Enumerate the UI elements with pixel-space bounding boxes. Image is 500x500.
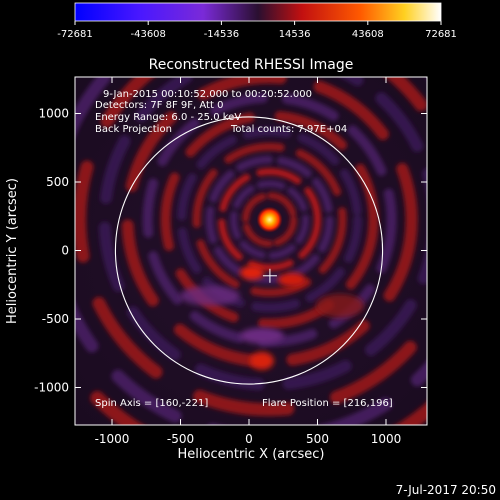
colorbar-tick-label: 43608 <box>352 29 384 40</box>
y-tick-label: 0 <box>61 244 69 258</box>
colorbar <box>74 2 442 22</box>
flare-position-label: Flare Position = [216,196] <box>262 398 393 409</box>
y-axis-label: Heliocentric Y (arcsec) <box>5 178 20 324</box>
annotation-energy: Energy Range: 6.0 - 25.0 keV <box>95 112 241 123</box>
x-tick-label: 0 <box>245 432 253 446</box>
timestamp: 7-Jul-2017 20:50 <box>396 483 496 497</box>
spin-axis-marker <box>262 268 277 283</box>
y-tick-label: -1000 <box>34 381 69 395</box>
x-axis-label: Heliocentric X (arcsec) <box>178 447 325 462</box>
colorbar-tick-label: 72681 <box>425 29 457 40</box>
y-tick-label: 1000 <box>38 107 69 121</box>
flare-source <box>256 206 283 233</box>
annotation-counts: Total counts: 7.97E+04 <box>230 124 347 135</box>
annotation-detectors: Detectors: 7F 8F 9F, Att 0 <box>95 100 223 111</box>
colorbar-tick-label: 14536 <box>279 29 311 40</box>
x-tick-label: 1000 <box>371 432 402 446</box>
x-tick-label: -1000 <box>95 432 130 446</box>
reconstruction-pattern <box>75 77 427 425</box>
annotation-method: Back Projection <box>95 124 172 135</box>
chart-title: Reconstructed RHESSI Image <box>149 57 354 73</box>
x-tick-label: 500 <box>306 432 329 446</box>
colorbar-tick-label: -14536 <box>204 29 239 40</box>
colorbar-ticks: -72681 -43608 -14536 14536 43608 72681 <box>57 21 457 40</box>
axis-ticks: -1000 -500 0 500 1000 -1000 -500 0 500 1000 <box>34 77 427 446</box>
y-tick-label: -500 <box>42 312 69 326</box>
x-tick-label: -500 <box>167 432 194 446</box>
solar-limb <box>114 116 384 385</box>
annotation-time: 9-Jan-2015 00:10:52.000 to 00:20:52.000 <box>103 89 312 100</box>
spin-axis-label: Spin Axis = [160,-221] <box>95 398 208 409</box>
colorbar-tick-label: -72681 <box>57 29 92 40</box>
image-area <box>75 77 427 425</box>
colorbar-tick-label: -43608 <box>130 29 165 40</box>
y-tick-label: 500 <box>46 175 69 189</box>
annotation-block: 9-Jan-2015 00:10:52.000 to 00:20:52.000 … <box>95 89 347 135</box>
